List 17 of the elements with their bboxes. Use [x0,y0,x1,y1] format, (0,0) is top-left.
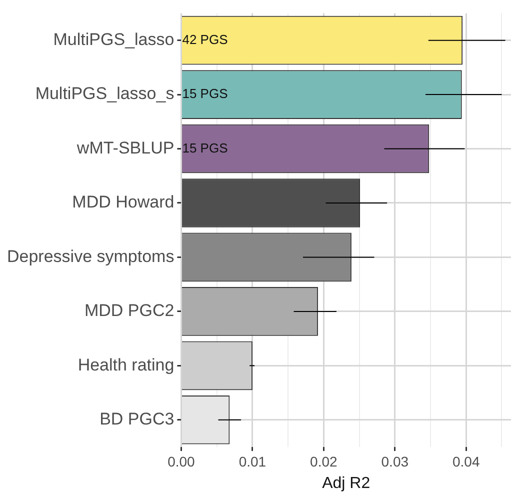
y-tick-label: MultiPGS_lasso [53,30,174,49]
x-tick-label: 0.01 [238,453,266,470]
y-tick-label: MultiPGS_lasso_s [35,84,174,104]
x-tick-label: 0.00 [168,453,196,470]
annotation: 15 PGS [182,140,228,156]
annotation: 15 PGS [182,86,228,102]
x-tick-label: 0.04 [452,453,480,470]
x-axis-title: Adj R2 [322,474,370,492]
y-tick-label: MDD Howard [72,192,174,212]
y-tick-label: Health rating [78,355,174,374]
y-tick-label: BD PGC3 [100,410,174,429]
y-tick-label: wMT-SBLUP [76,138,174,158]
x-tick-label: 0.02 [310,453,338,470]
y-tick-label: Depressive symptoms [6,246,174,266]
x-tick-label: 0.03 [381,453,409,470]
y-tick-label: MDD PGC2 [84,301,174,320]
annotation: 42 PGS [182,32,228,47]
